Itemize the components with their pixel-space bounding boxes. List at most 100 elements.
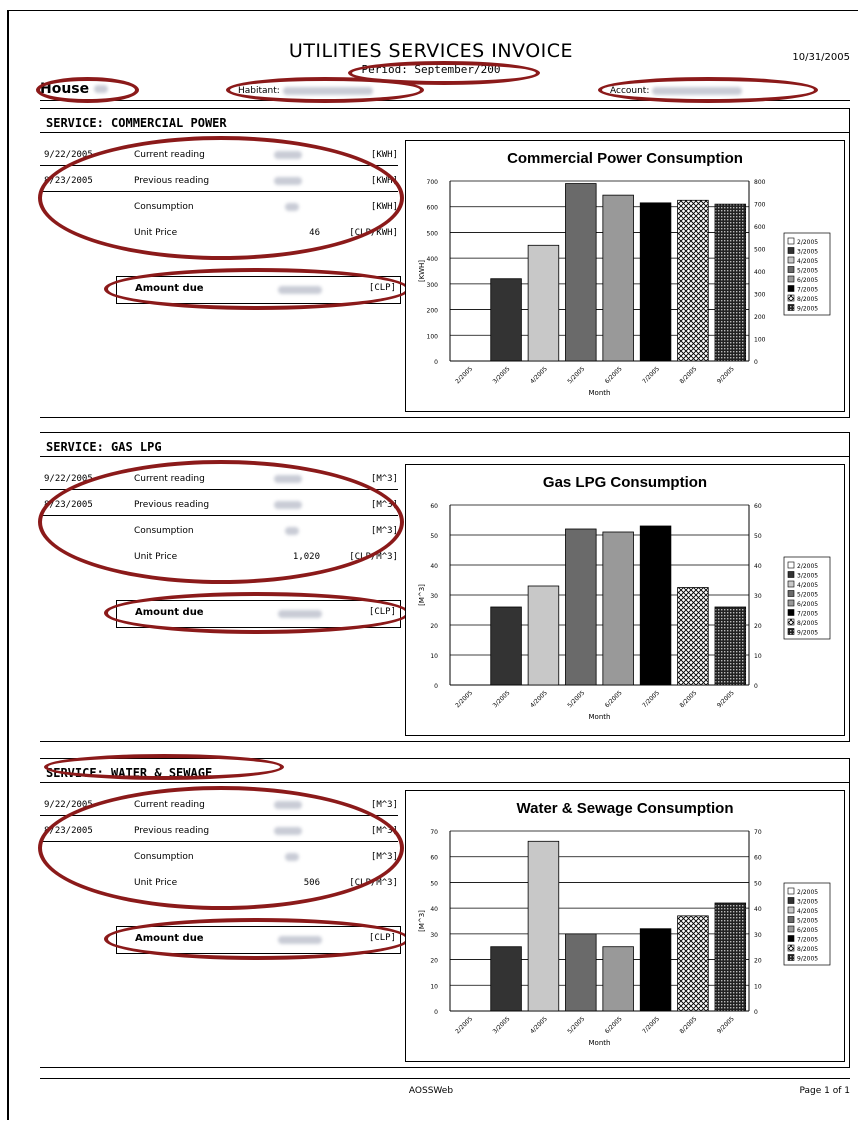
right-y-tick-label: 700 (754, 202, 766, 209)
right-y-tick-label: 50 (754, 533, 762, 540)
x-tick-label: 8/2005 (678, 689, 698, 709)
reading-unit: [CLP/M^3] (349, 552, 398, 562)
annotation-ellipse (38, 786, 404, 910)
legend-entry: 2/2005 (797, 239, 818, 246)
right-y-tick-label: 30 (754, 593, 762, 600)
right-y-tick-label: 20 (754, 623, 762, 630)
legend-entry: 9/2005 (797, 306, 818, 313)
footer-rule (40, 1078, 850, 1079)
bar (565, 528, 597, 686)
y-tick-label: 50 (430, 880, 438, 887)
legend-swatch (787, 285, 795, 292)
chart-title: Water & Sewage Consumption (517, 800, 734, 817)
legend-swatch (787, 897, 795, 904)
right-y-tick-label: 10 (754, 653, 762, 660)
legend-entry: 6/2005 (797, 927, 818, 934)
invoice-date: 10/31/2005 (792, 52, 850, 63)
y-tick-label: 40 (430, 906, 438, 913)
bar (565, 933, 597, 1012)
right-y-tick-label: 0 (754, 1009, 758, 1016)
reading-date: 9/22/2005 (44, 800, 93, 810)
legend-entry: 5/2005 (797, 268, 818, 275)
legend-swatch (787, 590, 795, 597)
legend-swatch (787, 887, 795, 895)
legend-entry: 4/2005 (797, 908, 818, 915)
right-y-tick-label: 0 (754, 683, 758, 690)
legend-entry: 5/2005 (797, 592, 818, 599)
chart-title: Commercial Power Consumption (507, 150, 743, 167)
bar (602, 531, 634, 686)
y-tick-label: 0 (434, 1009, 438, 1016)
y-tick-label: 0 (434, 683, 438, 690)
legend-swatch (787, 571, 795, 578)
y-tick-label: 100 (427, 333, 439, 340)
x-tick-label: 2/2005 (454, 1015, 474, 1035)
y-axis-label: [M^3] (418, 910, 426, 932)
y-tick-label: 300 (427, 282, 439, 289)
reading-unit: [M^3] (370, 474, 398, 484)
y-tick-label: 20 (430, 623, 438, 630)
right-y-tick-label: 10 (754, 983, 762, 990)
reading-unit: [M^3] (370, 800, 398, 810)
service-title-rule (40, 132, 850, 133)
reading-date: 9/22/2005 (44, 150, 93, 160)
annotation-ellipse (348, 61, 540, 85)
x-tick-label: 9/2005 (716, 1015, 736, 1035)
x-tick-label: 7/2005 (641, 365, 661, 385)
x-tick-label: 3/2005 (492, 365, 512, 385)
bar (490, 946, 522, 1012)
reading-unit: [CLP/M^3] (349, 878, 398, 888)
chart-legend (783, 882, 831, 966)
service-section (40, 108, 850, 418)
x-tick-label: 7/2005 (641, 1015, 661, 1035)
annotation-ellipse (226, 77, 424, 103)
legend-swatch (787, 954, 795, 961)
page-frame (7, 10, 858, 1120)
legend-entry: 8/2005 (797, 620, 818, 627)
x-tick-label: 8/2005 (678, 365, 698, 385)
legend-swatch (787, 599, 795, 607)
legend-swatch (787, 618, 795, 626)
y-tick-label: 50 (430, 533, 438, 540)
bar (490, 606, 522, 686)
service-section (40, 758, 850, 1068)
legend-entry: 3/2005 (797, 249, 818, 256)
footer-page-number: Page 1 of 1 (799, 1086, 851, 1096)
service-title-rule (40, 456, 850, 457)
right-y-tick-label: 100 (754, 337, 766, 344)
y-tick-label: 60 (430, 503, 438, 510)
x-tick-label: 2/2005 (454, 689, 474, 709)
annotation-ellipse (38, 460, 404, 584)
annotation-ellipse (598, 77, 818, 103)
right-y-tick-label: 400 (754, 269, 766, 276)
legend-swatch (787, 304, 795, 311)
footer-app-name: AOSSWeb (408, 1086, 454, 1096)
bar (714, 902, 747, 1012)
invoice-title: UTILITIES SERVICES INVOICE (288, 40, 574, 62)
chart-title: Gas LPG Consumption (543, 474, 707, 491)
bar (527, 244, 560, 362)
legend-swatch (787, 256, 795, 264)
y-tick-label: 200 (427, 308, 439, 315)
y-tick-label: 0 (434, 359, 438, 366)
right-y-tick-label: 0 (754, 359, 758, 366)
legend-entry: 7/2005 (797, 287, 818, 294)
legend-entry: 7/2005 (797, 937, 818, 944)
y-tick-label: 60 (430, 855, 438, 862)
legend-swatch (787, 266, 795, 273)
x-tick-label: 7/2005 (641, 689, 661, 709)
bar (639, 928, 672, 1012)
legend-swatch (787, 944, 795, 952)
x-tick-label: 5/2005 (566, 1015, 586, 1035)
legend-entry: 3/2005 (797, 573, 818, 580)
x-tick-label: 6/2005 (604, 1015, 624, 1035)
right-y-tick-label: 200 (754, 314, 766, 321)
legend-swatch (787, 916, 795, 923)
consumption-chart: Gas LPG Consumption 0 10 20 30 40 50 60 0 10 20 30 4… (418, 474, 831, 721)
y-tick-label: 400 (427, 256, 439, 263)
consumption-chart: Commercial Power Consumption 0 100 200 300 40… (418, 150, 831, 397)
legend-swatch (787, 294, 795, 302)
bar (714, 606, 747, 686)
legend-swatch (787, 561, 795, 569)
y-tick-label: 10 (430, 653, 438, 660)
